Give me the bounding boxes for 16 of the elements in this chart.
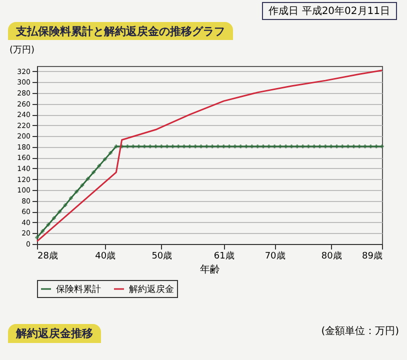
- legend-label: 解約返戻金: [129, 284, 174, 295]
- x-tick-label: 28歳: [38, 250, 58, 262]
- x-tick-label: 61歳: [214, 250, 234, 262]
- text: (金額単位：万円): [321, 324, 399, 338]
- chart-title: 支払保険料累計と解約返戻金の推移グラフ: [8, 22, 233, 41]
- x-tick-label: 89歳: [362, 250, 382, 262]
- y-axis-title: (万円): [10, 46, 35, 56]
- text: 解約返戻金推移: [8, 324, 101, 343]
- x-tick-label: 70歳: [264, 250, 286, 262]
- text: 作成日 平成20年02月11日: [262, 2, 397, 20]
- x-tick-label: 80歳: [321, 250, 342, 262]
- legend-label: 保険料累計: [56, 284, 101, 295]
- x-axis-title: 年齢: [200, 264, 220, 276]
- x-tick-label: 40歳: [95, 250, 116, 262]
- line-series: [36, 70, 383, 242]
- x-tick-label: 50歳: [152, 250, 172, 262]
